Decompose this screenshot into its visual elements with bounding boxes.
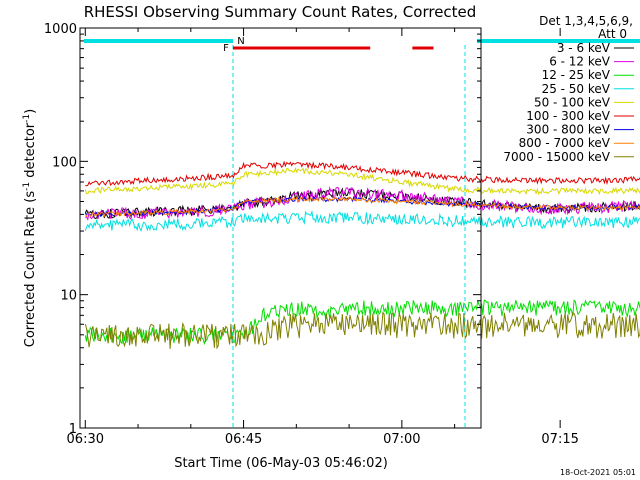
- legend-label-4: 25 - 50 keV: [542, 82, 611, 96]
- x-tick-label-4: 06:45: [225, 432, 262, 447]
- y-axis-label-sup2: -1: [22, 114, 32, 123]
- y-tick-label-4: 1000: [44, 22, 77, 37]
- x-tick-label-6: 07:15: [541, 432, 578, 447]
- legend-label-3: 12 - 25 keV: [542, 68, 611, 82]
- y-tick-label-3: 100: [52, 155, 77, 170]
- series-line-5: [84, 167, 640, 196]
- series-line-4: [84, 209, 640, 232]
- legend-label-5: 50 - 100 keV: [534, 95, 611, 109]
- y-axis-label-end: ): [23, 109, 38, 114]
- legend-label-2: 6 - 12 keV: [549, 55, 611, 69]
- legend-label-8: 800 - 7000 keV: [519, 136, 611, 150]
- legend-label-7: 300 - 800 keV: [526, 123, 610, 137]
- legend-header-line-2: Att 0: [598, 27, 627, 41]
- series-line-8: [85, 195, 640, 218]
- y-axis-label: Corrected Count Rate (s-1 detector-1): [22, 109, 38, 347]
- legend-label-9: 7000 - 15000 keV: [503, 150, 610, 164]
- x-tick-label-3: 06:30: [67, 432, 104, 447]
- chart-title: RHESSI Observing Summary Count Rates, Co…: [84, 3, 477, 21]
- legend-label-1: 3 - 6 keV: [557, 41, 611, 55]
- flare-marker: F: [223, 43, 229, 54]
- legend-label-6: 100 - 300 keV: [526, 109, 610, 123]
- legend-header-line-1: Det 1,3,4,5,6,9,: [539, 14, 633, 28]
- series-layer: [84, 160, 640, 350]
- series-line-3: [84, 299, 640, 346]
- timestamp: 18-Oct-2021 05:01: [560, 468, 636, 477]
- series-line-6: [85, 160, 640, 187]
- overlay-layer: FN: [84, 36, 640, 428]
- x-axis-label: Start Time (06-May-03 05:46:02): [174, 456, 388, 471]
- night-marker: N: [237, 36, 244, 47]
- y-tick-label-1: 1: [69, 422, 77, 437]
- series-line-9: [84, 311, 640, 350]
- x-tick-label-5: 07:00: [383, 432, 420, 447]
- y-tick-label-2: 10: [60, 289, 77, 304]
- y-axis-label-sup1: -1: [22, 182, 32, 191]
- plot-frame: [79, 27, 482, 429]
- series-line-2: [85, 186, 640, 221]
- series-line-7: [84, 195, 640, 218]
- y-axis-label-mid: detector: [23, 122, 38, 182]
- y-axis-label-main: Corrected Count Rate (s: [23, 191, 38, 348]
